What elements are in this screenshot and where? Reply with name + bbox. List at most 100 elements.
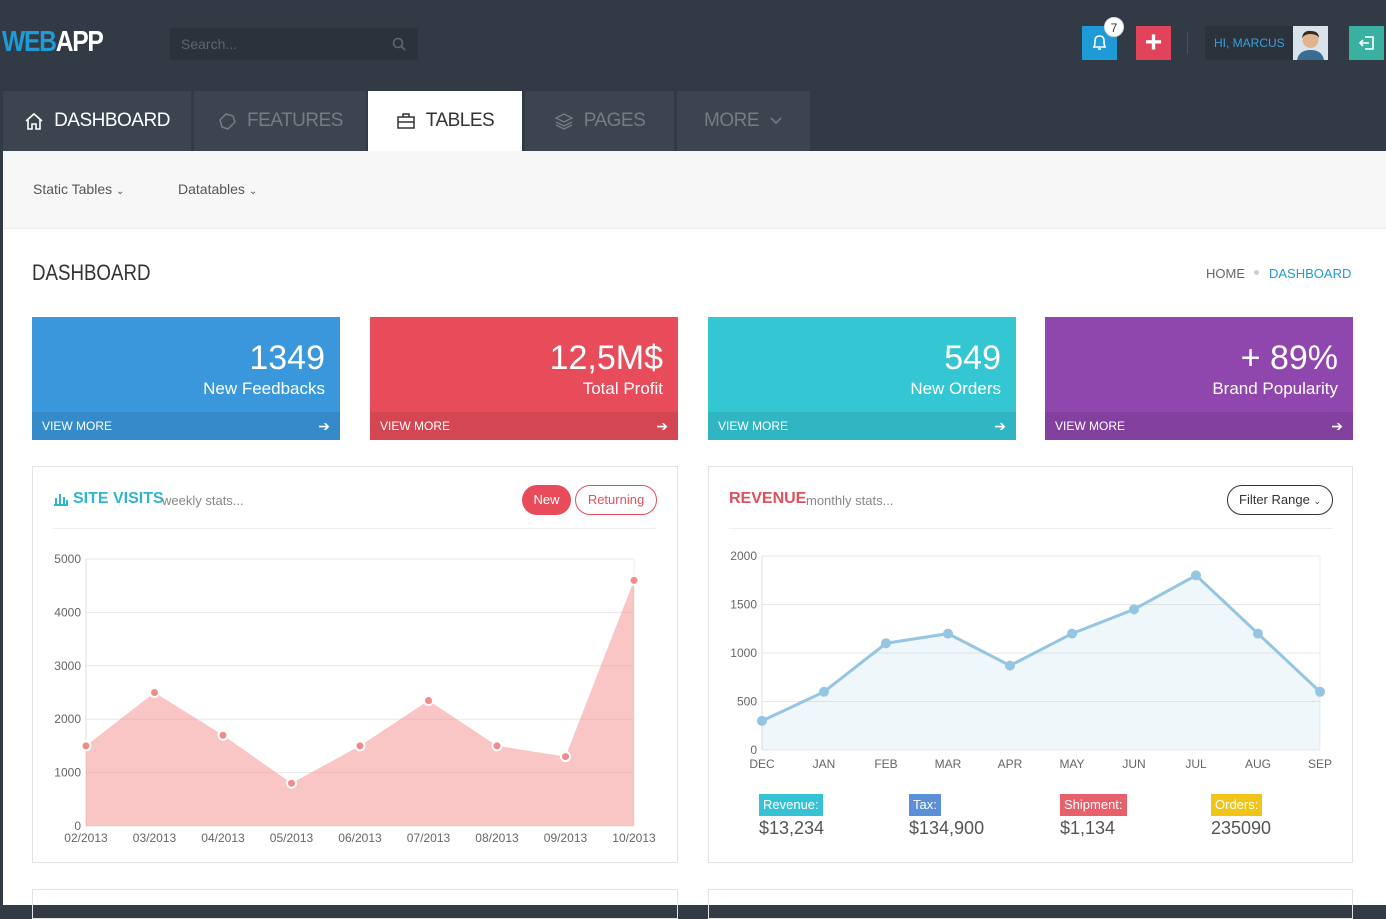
stat-card: + 89% Brand Popularity VIEW MORE ➔ [1045, 317, 1353, 440]
x-tick-label: AUG [1245, 757, 1271, 771]
y-tick-label: 3000 [54, 659, 81, 673]
x-tick-label: 07/2013 [407, 831, 451, 845]
stat-label: Brand Popularity [1212, 379, 1338, 398]
stat-card: 12,5M$ Total Profit VIEW MORE ➔ [370, 317, 678, 440]
data-point [149, 687, 160, 698]
y-tick-label: 0 [74, 819, 81, 833]
data-point [286, 777, 297, 789]
view-more[interactable]: VIEW MORE ➔ [708, 412, 1016, 440]
panel-title: REVENUE [729, 490, 807, 507]
total-value: $134,900 [909, 818, 985, 838]
data-point [1253, 628, 1263, 639]
data-point [628, 574, 640, 586]
chevron [770, 117, 782, 125]
stat-value: + 89% [1240, 339, 1338, 377]
nav-tab[interactable]: FEATURES [194, 91, 366, 151]
breadcrumb-item[interactable]: HOME [1206, 266, 1245, 281]
data-point [560, 751, 571, 763]
subnav-item[interactable]: Datatables ⌄ [178, 181, 258, 197]
panel-subtitle: monthly stats... [806, 493, 894, 508]
data-point [1129, 604, 1139, 615]
nav-tab[interactable]: DASHBOARD [3, 91, 191, 151]
logout-button[interactable] [1349, 26, 1384, 60]
nav-tab-label: TABLES [425, 110, 495, 131]
logo[interactable]: WEBAPP [2, 26, 104, 59]
data-point [1005, 660, 1015, 671]
x-tick-label: SEP [1308, 757, 1332, 771]
data-point [881, 638, 891, 649]
data-point [354, 740, 366, 752]
data-point [423, 695, 434, 707]
view-more[interactable]: VIEW MORE ➔ [32, 412, 340, 440]
y-tick-label: 1500 [730, 598, 757, 612]
chart-icon [54, 494, 68, 506]
subnav-label: Datatables [178, 181, 245, 197]
breadcrumb-dot [1254, 270, 1259, 275]
separator [1187, 32, 1188, 54]
y-tick-label: 1000 [730, 646, 757, 660]
toggle-button[interactable]: Returning [575, 485, 657, 515]
search-placeholder: Search... [181, 36, 238, 52]
nav-tab[interactable]: PAGES [525, 91, 674, 151]
total-value: $13,234 [759, 818, 825, 838]
area [86, 580, 634, 826]
nav-tab-label: MORE [704, 110, 760, 131]
panel-title: SITE VISITS [73, 490, 164, 507]
notifications-button[interactable]: 7 [1082, 17, 1124, 60]
data-point [1067, 628, 1077, 639]
nav-tab[interactable]: MORE [677, 91, 810, 151]
stat-card: 549 New Orders VIEW MORE ➔ [708, 317, 1016, 440]
subnav-item[interactable]: Static Tables ⌄ [33, 181, 125, 197]
avatar[interactable] [1293, 26, 1328, 60]
view-more[interactable]: VIEW MORE ➔ [370, 412, 678, 440]
y-tick-label: 2000 [54, 712, 81, 726]
divider [729, 528, 1333, 529]
x-tick-label: 04/2013 [201, 831, 245, 845]
user-greeting[interactable]: HI, MARCUS [1205, 26, 1293, 60]
toggle-button[interactable]: New [522, 485, 571, 515]
search-box[interactable]: Search... [170, 28, 418, 60]
x-tick-label: APR [998, 757, 1023, 771]
page-title: DASHBOARD [32, 260, 151, 285]
total-value: $1,134 [1060, 818, 1116, 838]
stat-value: 12,5M$ [549, 339, 663, 377]
stat-value: 549 [944, 339, 1001, 377]
data-point [1191, 570, 1201, 581]
filter-label: Filter Range [1239, 492, 1310, 507]
x-tick-label: JAN [813, 757, 836, 771]
y-tick-label: 1000 [54, 766, 81, 780]
total-tag: Orders: [1211, 794, 1263, 816]
stat-value: 1349 [249, 339, 325, 377]
nav-tab-label: FEATURES [247, 110, 343, 131]
total-tag: Tax: [909, 794, 941, 816]
x-tick-label: 02/2013 [64, 831, 108, 845]
arrow-icon: ➔ [318, 418, 330, 434]
view-more[interactable]: VIEW MORE ➔ [1045, 412, 1353, 440]
x-tick-label: JUN [1122, 757, 1145, 771]
x-tick-label: 05/2013 [270, 831, 314, 845]
logo-web: WEB [2, 26, 57, 58]
notification-badge: 7 [1104, 17, 1124, 37]
arrow-icon: ➔ [656, 418, 668, 434]
stat-label: New Orders [910, 379, 1001, 398]
features-icon [219, 113, 236, 130]
data-point [217, 729, 229, 741]
search-icon [392, 37, 406, 51]
filter-button[interactable]: Filter Range ⌄ [1227, 485, 1333, 515]
subnav-label: Static Tables [33, 181, 113, 197]
x-tick-label: MAR [935, 757, 962, 771]
arrow-icon: ➔ [1331, 418, 1343, 434]
total-tag: Revenue: [759, 794, 823, 816]
add-button[interactable]: + [1136, 26, 1171, 60]
x-tick-label: 09/2013 [544, 831, 588, 845]
nav-tab-active[interactable]: TABLES [368, 91, 522, 151]
x-tick-label: MAY [1059, 757, 1084, 771]
data-point [943, 628, 953, 639]
total-tag: Shipment: [1060, 794, 1127, 816]
nav-tab-label: PAGES [583, 110, 646, 131]
x-tick-label: FEB [874, 757, 897, 771]
divider [53, 528, 656, 529]
panel-subtitle: weekly stats... [162, 493, 244, 508]
